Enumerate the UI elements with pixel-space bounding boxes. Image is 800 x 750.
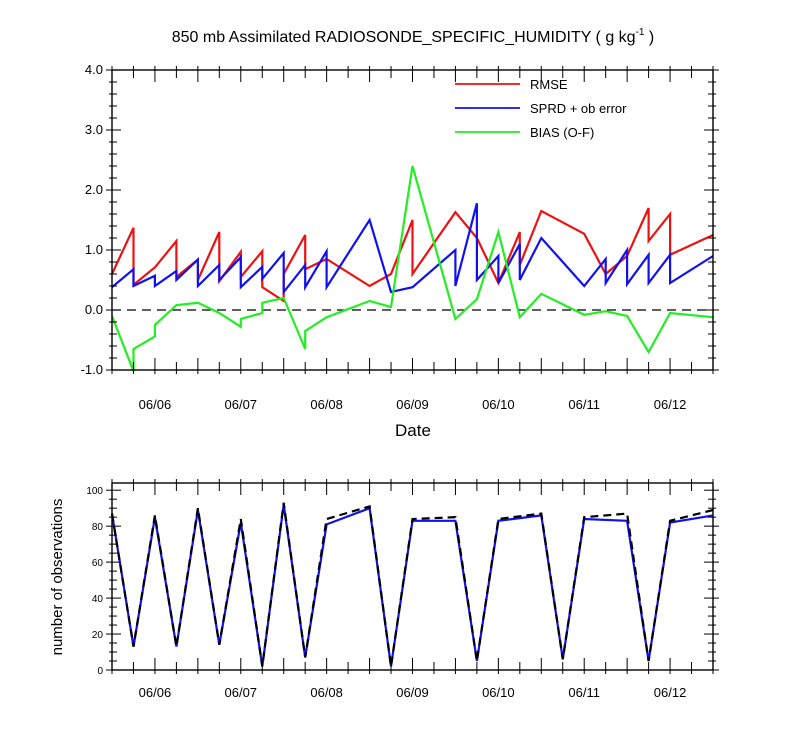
x-tick-label: 06/09 bbox=[396, 685, 429, 700]
y-tick-label: 60 bbox=[92, 558, 104, 569]
x-tick-label: 06/06 bbox=[139, 685, 172, 700]
bottom-y-axis-label: number of observations bbox=[49, 499, 66, 656]
x-tick-label: 06/08 bbox=[310, 685, 343, 700]
x-tick-label: 06/11 bbox=[568, 685, 600, 700]
legend-label-sprd: SPRD + ob error bbox=[530, 101, 627, 116]
x-tick-label: 06/08 bbox=[310, 397, 343, 412]
series-line-possible-observations bbox=[110, 502, 714, 667]
series-line-assimilated-observations bbox=[110, 504, 714, 667]
y-tick-label: 20 bbox=[92, 630, 104, 641]
y-tick-label: 3.0 bbox=[85, 122, 103, 137]
legend-label-rmse: RMSE bbox=[530, 77, 568, 92]
x-tick-label: 06/09 bbox=[396, 397, 429, 412]
x-tick-label: 06/06 bbox=[139, 397, 172, 412]
chart-title-superscript: -1 bbox=[636, 27, 645, 38]
legend: RMSE SPRD + ob error BIAS (O-F) bbox=[455, 77, 627, 140]
x-tick-label: 06/11 bbox=[568, 397, 600, 412]
y-tick-label: 2.0 bbox=[85, 182, 103, 197]
y-tick-label: 0 bbox=[97, 666, 103, 677]
x-tick-label: 06/10 bbox=[482, 397, 515, 412]
plot-frame bbox=[111, 69, 714, 371]
x-tick-label: 06/10 bbox=[482, 685, 515, 700]
y-tick-label: 100 bbox=[86, 486, 103, 497]
series-line-bias-o-f bbox=[110, 165, 714, 372]
y-tick-label: 40 bbox=[92, 594, 104, 605]
x-tick-label: 06/12 bbox=[654, 397, 687, 412]
top-x-axis-label: Date bbox=[395, 421, 431, 440]
plot-frame bbox=[111, 482, 714, 671]
x-tick-label: 06/07 bbox=[225, 397, 258, 412]
y-tick-label: -1.0 bbox=[81, 362, 103, 377]
y-tick-label: 0.0 bbox=[85, 302, 103, 317]
y-tick-label: 80 bbox=[92, 522, 104, 533]
top-plot-area: -1.0 0.0 1.0 2.0 3.0 4.0 06/06 06/07 06/08 06/09 0… bbox=[81, 62, 719, 412]
y-tick-label: 4.0 bbox=[85, 62, 103, 77]
x-tick-label: 06/12 bbox=[654, 685, 687, 700]
legend-label-bias: BIAS (O-F) bbox=[530, 125, 594, 140]
chart-title: 850 mb Assimilated RADIOSONDE_SPECIFIC_H… bbox=[172, 27, 655, 46]
series-line-sprd-ob-error bbox=[111, 202, 714, 296]
x-tick-label: 06/07 bbox=[225, 685, 258, 700]
bottom-plot-area: 0 20 40 60 80 100 06/06 06/07 06/08 06/09 06/10 06/… bbox=[86, 479, 719, 700]
y-tick-label: 1.0 bbox=[85, 242, 103, 257]
